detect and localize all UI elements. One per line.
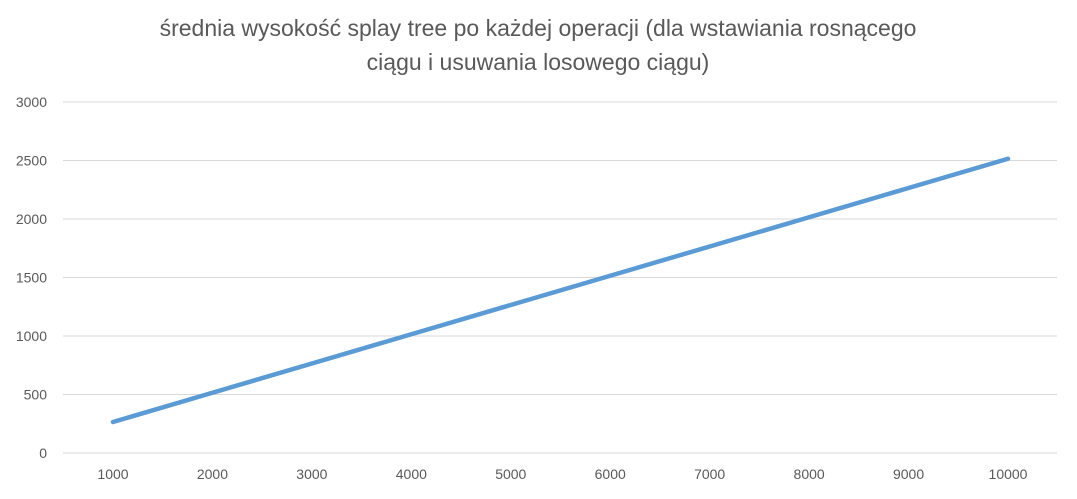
x-tick-label-8000: 8000 xyxy=(794,466,825,482)
y-tick-label-500: 500 xyxy=(24,387,48,403)
x-tick-label-4000: 4000 xyxy=(396,466,427,482)
y-tick-label-0: 0 xyxy=(39,445,47,461)
y-axis-tick-labels: 0 500 1000 1500 2000 2500 3000 xyxy=(16,94,47,461)
series-lines xyxy=(110,156,1011,425)
x-tick-label-10000: 10000 xyxy=(989,466,1028,482)
chart-title: średnia wysokość splay tree po każdej op… xyxy=(160,15,917,75)
y-tick-label-3000: 3000 xyxy=(16,94,47,110)
x-tick-label-1000: 1000 xyxy=(97,466,128,482)
x-tick-label-5000: 5000 xyxy=(495,466,526,482)
x-tick-label-2000: 2000 xyxy=(197,466,228,482)
y-gridlines xyxy=(63,101,1057,454)
chart-title-line-2: ciągu i usuwania losowego ciągu) xyxy=(367,49,710,75)
x-axis-tick-labels: 1000 2000 3000 4000 5000 6000 7000 8000 9000 1000… xyxy=(97,466,1027,482)
y-tick-label-2000: 2000 xyxy=(16,211,47,227)
x-tick-label-9000: 9000 xyxy=(893,466,924,482)
x-tick-label-3000: 3000 xyxy=(296,466,327,482)
x-tick-label-7000: 7000 xyxy=(694,466,725,482)
y-tick-label-1500: 1500 xyxy=(16,270,47,286)
y-tick-label-1000: 1000 xyxy=(16,328,47,344)
y-tick-label-2500: 2500 xyxy=(16,153,47,169)
x-tick-label-6000: 6000 xyxy=(595,466,626,482)
chart-title-line-1: średnia wysokość splay tree po każdej op… xyxy=(160,15,917,41)
series-line-1 xyxy=(110,156,1011,425)
